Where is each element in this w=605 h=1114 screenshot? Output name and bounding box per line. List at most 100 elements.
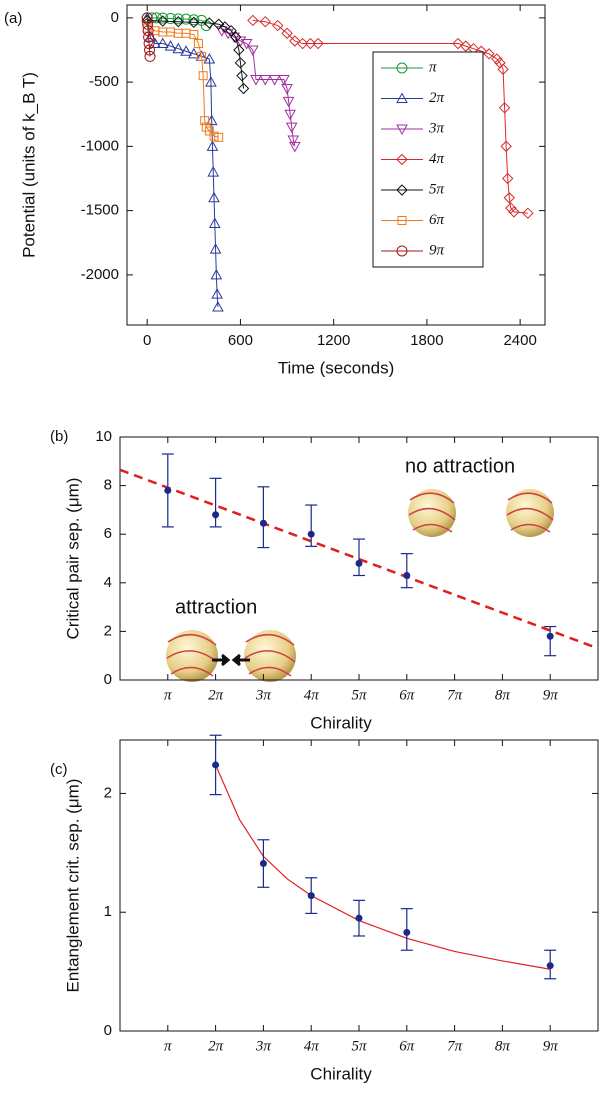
legend-label: 4π bbox=[429, 151, 445, 167]
point bbox=[212, 511, 220, 519]
x-tick-label: 1800 bbox=[410, 332, 443, 349]
point bbox=[281, 27, 293, 39]
legend-marker bbox=[396, 245, 408, 257]
point bbox=[287, 135, 300, 146]
ball-pair-close bbox=[166, 630, 296, 682]
legend-marker bbox=[396, 153, 408, 166]
point bbox=[505, 202, 517, 214]
point bbox=[141, 12, 153, 24]
point bbox=[225, 24, 237, 37]
x-tick-label: 2π bbox=[208, 1038, 224, 1054]
point bbox=[208, 191, 220, 203]
point bbox=[206, 140, 219, 151]
point bbox=[144, 44, 156, 56]
point bbox=[204, 126, 214, 136]
point bbox=[278, 75, 290, 86]
y-tick-label: 10 bbox=[95, 428, 112, 445]
x-tick-label: 7π bbox=[447, 1038, 463, 1054]
y-tick-label: 0 bbox=[104, 1022, 112, 1039]
y-axis-label: Critical pair sep. (μm) bbox=[63, 478, 82, 640]
point bbox=[164, 486, 172, 494]
ball-pair-apart bbox=[408, 489, 554, 537]
point bbox=[207, 166, 220, 177]
point bbox=[500, 140, 512, 153]
x-tick-label: 5π bbox=[351, 1038, 367, 1054]
point bbox=[503, 192, 515, 204]
series-line bbox=[221, 30, 296, 147]
annotation: no attraction bbox=[405, 455, 515, 477]
point bbox=[143, 31, 155, 43]
point bbox=[146, 12, 158, 24]
point bbox=[164, 40, 177, 51]
point bbox=[212, 18, 225, 30]
fit-line bbox=[215, 764, 551, 970]
x-tick-label: 9π bbox=[543, 687, 559, 703]
x-tick-label: 5π bbox=[351, 687, 367, 703]
x-tick-label: 3π bbox=[255, 1038, 272, 1054]
point bbox=[234, 57, 247, 69]
point bbox=[236, 69, 248, 82]
point bbox=[214, 132, 224, 142]
panel-label: (b) bbox=[50, 428, 68, 445]
point bbox=[247, 14, 259, 27]
legend-marker bbox=[397, 216, 407, 225]
legend-label: 6π bbox=[429, 212, 445, 228]
point bbox=[259, 15, 272, 28]
point bbox=[259, 75, 272, 86]
point bbox=[355, 914, 363, 922]
x-tick-label: 600 bbox=[228, 332, 253, 349]
point bbox=[240, 39, 253, 50]
point bbox=[497, 63, 509, 75]
point bbox=[144, 31, 157, 42]
x-tick-label: 4π bbox=[304, 687, 320, 703]
y-tick-label: 1 bbox=[104, 903, 112, 920]
plot-frame bbox=[126, 4, 546, 326]
point bbox=[250, 75, 262, 86]
point bbox=[210, 268, 223, 280]
point bbox=[142, 25, 154, 37]
point bbox=[219, 21, 231, 33]
point bbox=[546, 632, 554, 640]
point bbox=[157, 12, 169, 24]
point bbox=[304, 37, 317, 50]
point bbox=[498, 102, 511, 114]
x-tick-label: 8π bbox=[495, 1038, 511, 1054]
point bbox=[203, 17, 216, 29]
point bbox=[187, 47, 200, 59]
y-axis-label: Potential (units of k_B T) bbox=[19, 72, 38, 258]
point bbox=[212, 761, 220, 769]
point bbox=[209, 131, 219, 141]
point bbox=[403, 572, 411, 580]
point bbox=[189, 30, 199, 40]
y-tick-label: 4 bbox=[104, 574, 112, 591]
legend-label: 3π bbox=[428, 120, 445, 136]
y-tick-label: 6 bbox=[104, 525, 112, 542]
legend-marker bbox=[396, 184, 408, 196]
x-tick-label: 8π bbox=[495, 687, 511, 703]
point bbox=[285, 122, 298, 134]
series-line bbox=[147, 19, 245, 89]
x-tick-label: 9π bbox=[543, 1038, 559, 1054]
point bbox=[237, 82, 250, 95]
x-tick-label: 2400 bbox=[503, 332, 536, 349]
y-tick-label: -1000 bbox=[81, 137, 119, 154]
point bbox=[312, 37, 324, 50]
panel-label: (a) bbox=[4, 10, 22, 27]
point bbox=[193, 39, 203, 49]
point bbox=[281, 84, 293, 95]
panel-label: (c) bbox=[50, 761, 68, 778]
annotation: attraction bbox=[175, 596, 257, 618]
point bbox=[233, 44, 245, 56]
y-tick-label: -2000 bbox=[81, 266, 119, 283]
point bbox=[259, 519, 267, 527]
plot-frame bbox=[119, 739, 599, 1032]
point bbox=[282, 96, 295, 108]
point bbox=[296, 37, 309, 50]
point bbox=[259, 860, 267, 868]
point bbox=[483, 48, 495, 60]
y-tick-label: -1500 bbox=[81, 202, 119, 219]
x-tick-label: π bbox=[164, 687, 172, 703]
x-tick-label: 3π bbox=[255, 687, 272, 703]
y-tick-label: 0 bbox=[111, 9, 119, 26]
point bbox=[501, 172, 514, 185]
